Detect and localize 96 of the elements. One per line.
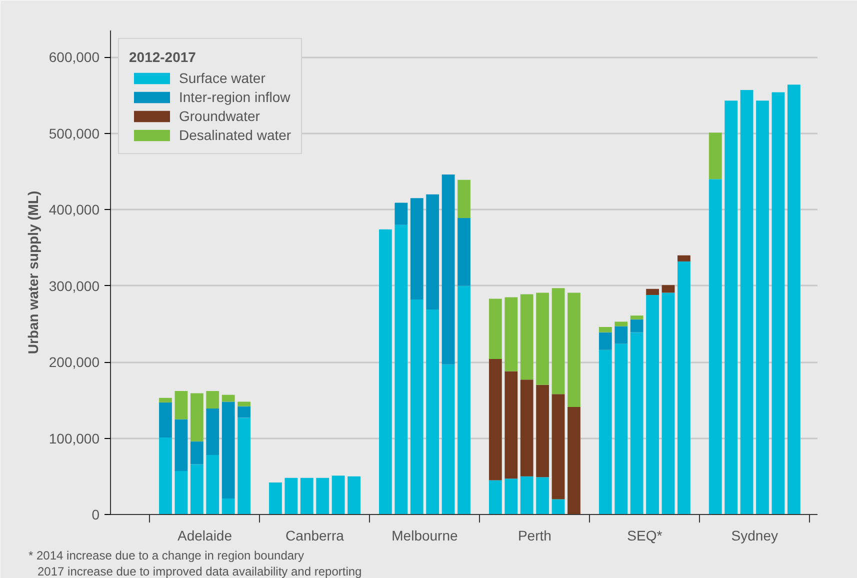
bar — [678, 255, 690, 262]
bar — [458, 218, 470, 286]
bar — [520, 380, 534, 476]
bar — [646, 288, 659, 295]
y-tick-label: 100,000 — [48, 430, 100, 446]
bar — [190, 441, 204, 464]
legend-title: 2012-2017 — [129, 49, 197, 65]
bar — [394, 202, 408, 225]
bar — [442, 174, 455, 364]
x-tick-label: SEQ* — [627, 528, 663, 544]
bar — [222, 498, 235, 514]
y-tick-label: 200,000 — [48, 354, 100, 370]
bar — [269, 482, 282, 514]
bar — [630, 319, 644, 332]
bar — [190, 393, 204, 442]
bar — [614, 326, 628, 344]
bar — [316, 478, 330, 514]
bar — [787, 84, 800, 514]
bar — [394, 224, 408, 514]
bar — [552, 394, 565, 500]
bar — [174, 471, 188, 514]
bar — [222, 394, 235, 402]
bar — [206, 391, 220, 409]
legend-label: Groundwater — [179, 108, 260, 124]
bar — [159, 438, 172, 514]
bar — [520, 294, 534, 380]
x-tick-label: Adelaide — [178, 528, 232, 544]
bar — [598, 332, 612, 350]
bar — [159, 398, 172, 402]
bar — [598, 350, 612, 514]
bar — [190, 464, 204, 514]
bar — [568, 407, 580, 514]
bar — [536, 292, 549, 385]
bar — [238, 406, 250, 418]
bar — [520, 476, 534, 514]
bar — [614, 344, 628, 514]
bar — [724, 100, 738, 514]
text: * 2014 increase due to a change in region boundary — [28, 548, 304, 562]
bar — [504, 297, 518, 372]
bar — [348, 476, 360, 514]
bar — [504, 371, 518, 479]
bar — [740, 90, 754, 514]
bar — [662, 285, 675, 293]
y-tick-label: 300,000 — [48, 278, 100, 294]
bar — [536, 384, 549, 478]
legend-label: Desalinated water — [179, 127, 292, 143]
bar — [332, 476, 345, 514]
bar — [238, 402, 250, 406]
bar — [300, 478, 314, 514]
bar — [174, 391, 188, 420]
bar — [708, 179, 722, 514]
bar — [410, 300, 424, 514]
bar — [488, 298, 502, 360]
bar — [379, 229, 392, 514]
bar — [426, 309, 440, 514]
y-axis-title: Urban water supply (ML) — [24, 190, 41, 354]
x-tick-label: Melbourne — [392, 528, 458, 544]
bar — [552, 288, 565, 394]
bar — [630, 316, 644, 320]
bar — [552, 499, 565, 514]
bar — [206, 408, 220, 456]
bar — [159, 402, 172, 438]
legend-label: Inter-region inflow — [179, 89, 290, 105]
bar — [426, 194, 440, 310]
x-tick-label: Sydney — [731, 528, 778, 544]
bar — [756, 100, 769, 514]
bar — [630, 332, 644, 514]
y-tick-label: 600,000 — [48, 49, 100, 66]
bar — [598, 327, 612, 332]
bar — [238, 418, 250, 514]
bar — [536, 477, 549, 514]
bar — [772, 92, 785, 514]
bar — [614, 322, 628, 326]
bar — [646, 294, 659, 514]
bar — [488, 480, 502, 514]
y-tick-label: 400,000 — [48, 202, 100, 218]
bar — [504, 478, 518, 514]
bar — [458, 180, 470, 218]
bar — [662, 292, 675, 514]
x-tick-label: Canberra — [286, 528, 344, 544]
bar — [678, 261, 690, 514]
bar — [568, 292, 580, 408]
bar — [206, 455, 220, 514]
bar — [488, 359, 502, 480]
bar — [708, 132, 722, 180]
bar — [222, 402, 235, 498]
text: 2017 increase due to improved data availability and reporting — [38, 564, 362, 578]
legend-label: Surface water — [179, 70, 266, 86]
y-tick-label: 0 — [92, 506, 100, 522]
bar — [442, 364, 455, 514]
bar — [458, 286, 470, 514]
x-tick-label: Perth — [518, 528, 552, 544]
bar — [410, 198, 424, 300]
y-tick-label: 500,000 — [48, 125, 100, 142]
bar — [284, 478, 298, 514]
bar — [174, 419, 188, 472]
